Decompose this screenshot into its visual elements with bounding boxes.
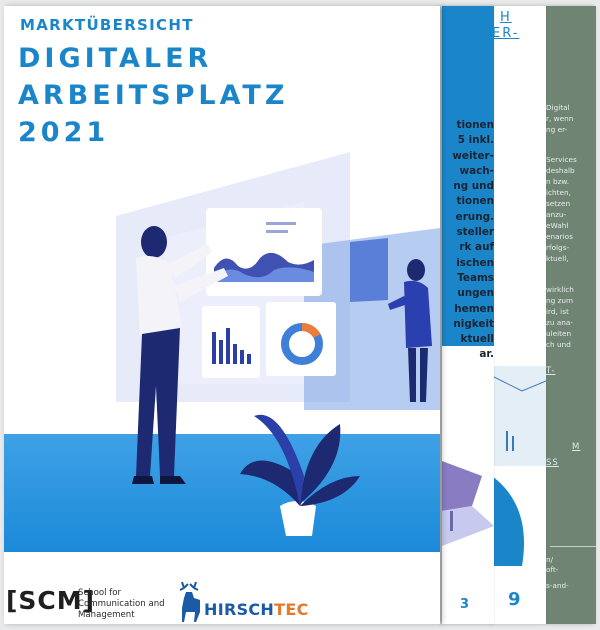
text-line: ng und	[453, 180, 494, 193]
text-line: ischen	[456, 256, 494, 269]
blue-page-text: tionen 5 inkl. weiter- wach- ng und tion…	[442, 118, 494, 363]
title-line: 2021	[18, 117, 110, 148]
scm-logo: [SCM]	[6, 586, 96, 615]
green-text-line: zu ana-	[546, 318, 573, 327]
green-text-line: enarios	[546, 232, 573, 241]
blue-band	[442, 6, 494, 346]
green-text-line: uleiten	[546, 329, 572, 338]
green-divider	[550, 546, 596, 547]
green-link[interactable]: SS	[546, 458, 559, 468]
green-text-line: eWahl	[546, 221, 569, 230]
cover-title: DIGITALER ARBEITSPLATZ 2021	[18, 40, 288, 151]
green-text-line: anzu-	[546, 210, 567, 219]
text-line: wach-	[459, 164, 494, 177]
green-footnote: n/	[546, 555, 554, 564]
hirschtec-part: HIRSCH	[204, 600, 275, 619]
green-text-line: ng er-	[546, 125, 568, 134]
green-text-line: ng zum	[546, 296, 574, 305]
green-text-line: n bzw.	[546, 177, 570, 186]
green-text-line: ird, ist	[546, 307, 569, 316]
cover-page: MARKTÜBERSICHT DIGITALER ARBEITSPLATZ 20…	[4, 6, 440, 624]
back-page-green: Digital r, wenn ng er- Services deshalb …	[546, 6, 596, 624]
green-text-line: setzen	[546, 199, 571, 208]
heading-line: ER-	[492, 26, 520, 41]
scm-line: Communication and	[78, 599, 165, 609]
text-line: erung.	[455, 210, 494, 223]
text-line: ungen	[457, 287, 494, 300]
back-page-white: H ER- 9	[492, 6, 546, 624]
title-line: DIGITALER	[18, 43, 213, 74]
hirschtec-logo: HIRSCHTEC	[204, 600, 309, 619]
green-footnote: oft-	[546, 565, 559, 574]
text-line: steller	[456, 226, 495, 239]
text-line: Teams	[457, 271, 494, 284]
title-line: ARBEITSPLATZ	[18, 80, 289, 111]
page-number: 3	[460, 597, 470, 612]
cover-illustration	[116, 152, 440, 536]
green-text-line: r, wenn	[546, 114, 574, 123]
hirschtec-part: TEC	[274, 600, 309, 619]
scm-line: School for	[78, 588, 122, 598]
green-text-line: ichten,	[546, 188, 571, 197]
back-page-blue: tionen 5 inkl. weiter- wach- ng und tion…	[442, 6, 494, 624]
cover-kicker: MARKTÜBERSICHT	[20, 16, 194, 34]
scm-subtitle: School for Communication and Management	[78, 588, 188, 621]
page-number: 9	[508, 589, 521, 610]
text-line: 5 inkl.	[457, 134, 494, 147]
green-link[interactable]: T-	[546, 366, 556, 376]
text-line: hemen	[454, 302, 494, 315]
green-text-line: rfolgs-	[546, 243, 570, 252]
text-line: tionen	[456, 119, 494, 131]
deer-icon	[179, 582, 200, 622]
scm-line: Management	[78, 610, 135, 620]
green-footnote: s-and-	[546, 581, 569, 590]
green-text-line: Services	[546, 155, 577, 164]
text-line: ar.	[479, 348, 494, 361]
green-text-line: ktuell,	[546, 254, 569, 263]
green-text-line: wirklich	[546, 285, 574, 294]
text-line: weiter-	[452, 149, 494, 162]
text-line: rk auf	[459, 241, 494, 254]
green-link[interactable]: M	[572, 442, 581, 452]
cover-footer: [SCM] School for Communication and Manag…	[4, 552, 440, 624]
green-text-line: deshalb	[546, 166, 575, 175]
cover-floor	[4, 434, 440, 552]
heading-line: H	[500, 10, 512, 25]
green-text-line: Digital	[546, 103, 570, 112]
text-line: nigkeit	[453, 317, 494, 330]
text-line: tionen	[456, 195, 494, 208]
text-line: ktuell	[460, 333, 494, 346]
white-page-art	[492, 366, 546, 566]
green-text-line: ch und	[546, 340, 571, 349]
white-page-heading: H ER-	[492, 10, 519, 42]
blue-page-art	[442, 461, 494, 546]
